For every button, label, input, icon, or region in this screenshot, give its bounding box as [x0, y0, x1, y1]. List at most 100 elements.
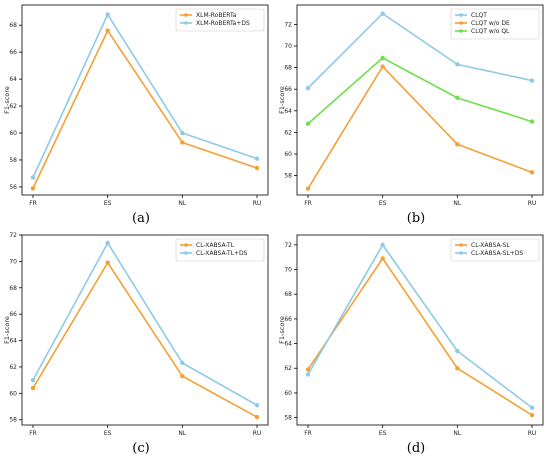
y-tick-label: 70: [9, 258, 17, 265]
plot-frame: [21, 4, 269, 196]
y-tick-label: 66: [9, 311, 17, 318]
legend-marker: [459, 29, 463, 33]
subfigure-caption: (b): [407, 211, 425, 226]
data-point: [529, 170, 535, 175]
legend-label: XLM-RoBERTa+DS: [196, 20, 250, 27]
data-point: [254, 165, 260, 171]
x-tick-label: FR: [29, 200, 37, 207]
subfigure-caption: (a): [132, 211, 150, 226]
data-point: [254, 403, 260, 408]
y-tick-label: 60: [9, 130, 17, 137]
y-tick-label: 72: [284, 21, 292, 28]
y-tick-label: 58: [284, 173, 292, 180]
data-point: [455, 366, 460, 371]
legend-label: XLM-RoBERTa: [196, 12, 237, 19]
x-tick-label: FR: [304, 430, 312, 437]
y-tick-label: 58: [284, 415, 292, 422]
data-point: [380, 55, 385, 61]
y-tick-label: 62: [284, 365, 292, 372]
data-point: [30, 385, 36, 391]
data-point: [455, 95, 460, 101]
legend-label: CL-XABSA-SL: [471, 242, 510, 249]
series-line: [32, 28, 258, 189]
y-tick-label: 66: [9, 49, 17, 56]
legend-label: CL-XABSA-TL: [196, 242, 235, 249]
plot-frame: [21, 234, 269, 426]
x-tick-label: FR: [29, 430, 37, 437]
plot-frame: [296, 4, 544, 196]
data-point: [30, 175, 36, 180]
legend-box: [450, 8, 540, 40]
data-point: [305, 85, 311, 91]
y-tick-label: 70: [284, 43, 292, 50]
series-line: [307, 257, 533, 416]
x-tick-label: ES: [379, 430, 387, 437]
data-point: [30, 186, 36, 191]
y-axis-label: F1-score: [3, 316, 11, 344]
series-line: [307, 56, 533, 125]
chart-panel-b: 58 60 62 64 66 68 70 72 FR ES NL RU F1-score CLQT CLQT…: [275, 0, 550, 230]
data-point: [180, 140, 185, 145]
y-tick-label: 64: [284, 108, 292, 115]
y-axis-label: F1-score: [3, 86, 11, 114]
legend-label: CLQT w/o QL: [471, 28, 510, 35]
data-point: [529, 78, 535, 83]
y-tick-label: 60: [284, 390, 292, 397]
y-tick-label: 62: [9, 364, 17, 371]
x-tick-label: FR: [304, 200, 312, 207]
data-point: [105, 28, 110, 33]
legend-box: [175, 238, 265, 262]
y-tick-label: 60: [284, 151, 292, 158]
series-line: [32, 12, 258, 178]
data-point: [105, 12, 110, 17]
x-tick-label: RU: [253, 430, 262, 437]
data-point: [380, 256, 385, 261]
y-tick-label: 60: [9, 390, 17, 397]
chart-c: 58 60 62 64 66 68 70 72 FR ES NL RU F1-score CL-XABSA…: [3, 232, 269, 456]
series-line: [32, 241, 258, 406]
legend-marker: [459, 21, 463, 25]
y-tick-label: 64: [284, 341, 292, 348]
chart-panel-d: 58 60 62 64 66 68 70 72 FR ES NL RU F1-score CL-XABSA…: [275, 230, 550, 460]
chart-a: 56 58 60 62 64 66 68 FR ES NL RU F1-score XLM-RoBERT…: [3, 4, 269, 226]
y-tick-label: 62: [284, 129, 292, 136]
legend-marker: [184, 21, 188, 25]
legend-marker: [459, 13, 463, 17]
x-tick-label: NL: [178, 200, 186, 207]
y-tick-label: 58: [9, 157, 17, 164]
legend-marker: [459, 243, 463, 247]
data-point: [305, 186, 311, 191]
y-tick-label: 68: [9, 22, 17, 29]
legend-label: CL-XABSA-SL+DS: [471, 250, 523, 257]
series-line: [307, 243, 533, 409]
chart-panel-c: 58 60 62 64 66 68 70 72 FR ES NL RU F1-score CL-XABSA…: [0, 230, 275, 460]
data-point: [180, 130, 185, 136]
legend-label: CLQT: [471, 12, 487, 19]
data-point: [105, 260, 110, 265]
legend-box: [450, 238, 540, 262]
x-tick-label: ES: [379, 200, 387, 207]
data-point: [254, 414, 260, 420]
data-point: [305, 367, 311, 372]
data-point: [305, 372, 311, 377]
data-point: [305, 121, 311, 126]
data-point: [529, 405, 535, 410]
y-tick-label: 66: [284, 86, 292, 93]
y-tick-label: 64: [9, 76, 17, 83]
plot-frame: [296, 234, 544, 426]
data-point: [105, 240, 110, 246]
data-point: [455, 62, 460, 67]
x-tick-label: NL: [453, 430, 461, 437]
y-tick-label: 64: [9, 338, 17, 345]
x-tick-label: NL: [453, 200, 461, 207]
y-tick-label: 68: [284, 65, 292, 72]
data-point: [529, 119, 535, 124]
y-tick-label: 56: [9, 184, 17, 191]
legend-marker: [184, 13, 188, 17]
data-point: [455, 348, 460, 354]
data-point: [180, 373, 185, 379]
data-point: [30, 377, 36, 383]
x-tick-label: NL: [178, 430, 186, 437]
data-point: [455, 142, 460, 147]
